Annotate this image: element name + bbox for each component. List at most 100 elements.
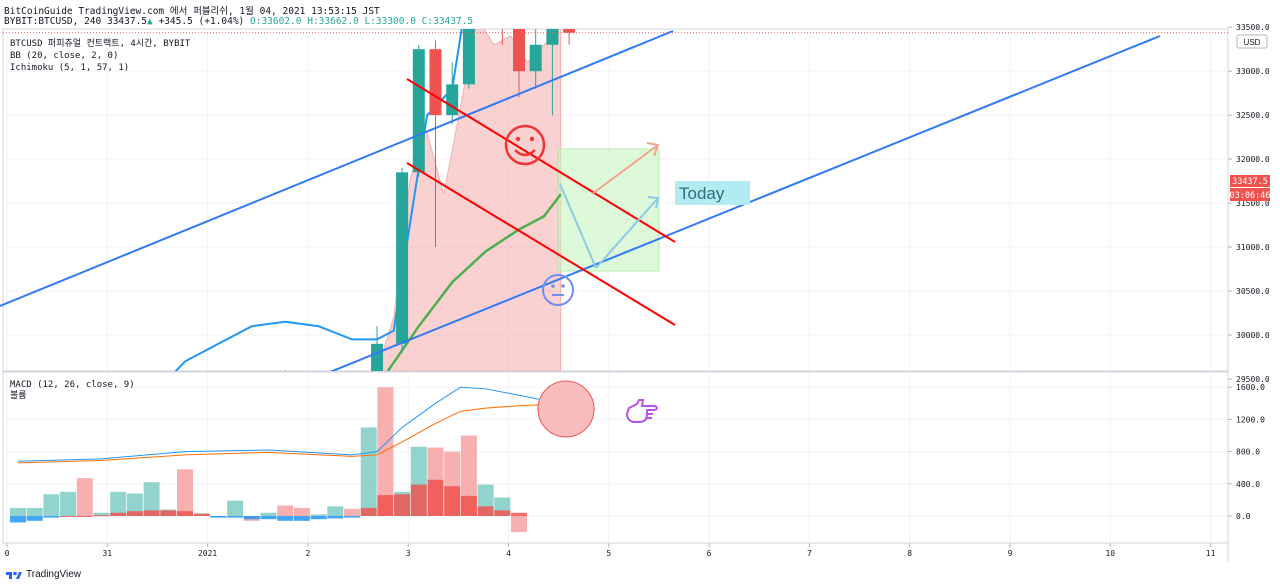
macd-overlay-bar (243, 516, 260, 520)
candle (329, 379, 341, 410)
macd-overlay-bar (360, 507, 377, 516)
macd-line (17, 386, 540, 462)
macd-overlay-bar (227, 516, 244, 518)
forecast-rect (557, 148, 660, 272)
y-tick-label: 33500.0 (1236, 23, 1270, 32)
tradingview-footer[interactable]: TradingView (6, 569, 81, 580)
candle (513, 29, 525, 98)
macd-overlay-bar (427, 479, 444, 516)
candle-body (371, 343, 384, 371)
projection-arrow-down (559, 183, 597, 269)
target-arrow-head (646, 142, 660, 157)
macd-overlay-bar (477, 506, 494, 516)
candle (529, 29, 542, 89)
currency-badge[interactable]: USD (1236, 34, 1268, 49)
red-channel-top (406, 78, 676, 243)
y-tick-label: 31000.0 (1236, 243, 1270, 252)
macd-histogram-bar (327, 506, 344, 516)
smiley-eye (515, 136, 521, 142)
candle (354, 375, 366, 401)
macd-y-tick-label: 400.0 (1236, 480, 1260, 489)
macd-histogram-bar (10, 507, 26, 516)
macd-histogram-bar (76, 478, 93, 516)
macd-overlay-bar (126, 511, 143, 516)
y-tick-label: 32500.0 (1236, 111, 1270, 120)
signal-line (17, 404, 540, 464)
candle-body (329, 383, 341, 401)
macd-histogram-bar (260, 512, 277, 516)
macd-overlay-bar (10, 516, 26, 523)
projection-arrow-head (647, 196, 660, 209)
projection-arrow-up (595, 197, 659, 269)
macd-histogram-bar (143, 482, 160, 516)
macd-overlay-bar (410, 484, 427, 516)
macd-histogram-bar (93, 512, 110, 516)
macd-y-tick-label: 1200.0 (1236, 415, 1265, 424)
macd-histogram-bar (377, 387, 394, 516)
legend-ichimoku: Ichimoku (5, 1, 57, 1) (10, 63, 129, 73)
candle-body (546, 29, 559, 45)
candle-body (246, 388, 258, 406)
macd-overlay-bar (26, 516, 43, 521)
macd-histogram-bar (227, 500, 244, 516)
macd-overlay-bar (193, 513, 210, 516)
macd-overlay-bar (260, 516, 277, 520)
x-tick-label: 6 (707, 549, 712, 558)
symbol-label: BYBIT:BTCUSD, 240 (4, 16, 102, 27)
macd-overlay-bar (344, 516, 360, 518)
candle-body (412, 49, 425, 173)
candle-body (429, 49, 442, 116)
publish-info: BitCoinGuide TradingView.com 에서 퍼블리쉬, 1월… (4, 6, 380, 17)
candle-body (162, 405, 174, 414)
neutral-eye (561, 284, 565, 288)
legend-bb: BB (20, close, 2, 0) (10, 51, 118, 61)
candle-body (396, 172, 409, 344)
ohlc-close: C:33437.5 (421, 16, 474, 27)
macd-histogram-bar (277, 505, 294, 516)
macd-histogram-bar (26, 507, 43, 516)
y-tick-label: 33000.0 (1236, 67, 1270, 76)
macd-overlay-bar (444, 486, 461, 516)
candle (263, 379, 275, 414)
y-tick-label: 31500.0 (1236, 199, 1270, 208)
candle-body (529, 44, 542, 72)
ohlc-open: O:33602.0 (250, 16, 302, 27)
candle-body (263, 397, 275, 406)
macd-histogram-bar (293, 507, 310, 516)
macd-highlight-circle (537, 380, 595, 438)
macd-overlay-bar (494, 510, 511, 516)
ichimoku-green-line (386, 193, 562, 371)
macd-pane-frame (2, 371, 1229, 544)
macd-overlay-bar (210, 516, 227, 518)
candle-body (462, 29, 475, 85)
x-tick-label: 2021 (198, 549, 217, 558)
x-tick-label: 3 (406, 549, 411, 558)
candle (396, 167, 409, 353)
y-tick-label: 29500.0 (1236, 375, 1270, 384)
macd-overlay-bar (76, 516, 93, 517)
candle-body (563, 29, 576, 33)
pointing-hand-icon (626, 399, 658, 423)
candle (284, 370, 286, 371)
macd-overlay-bar (511, 512, 527, 516)
svg-text:USD: USD (1244, 38, 1261, 47)
candle-body (513, 29, 525, 72)
macd-histogram-bar (110, 491, 127, 516)
macd-overlay-bar (394, 494, 411, 516)
price-chart[interactable]: BTCUSD 퍼피츄얼 컨트랙트, 4시간, BYBIT BB (20, clo… (0, 0, 1280, 566)
macd-overlay-bar (310, 516, 327, 520)
macd-overlay-bar (327, 516, 344, 519)
smiley-outline (504, 124, 546, 166)
macd-overlay-bar (277, 516, 294, 521)
macd-overlay-bar (143, 510, 160, 516)
candle (462, 29, 475, 89)
svg-text:33437.5: 33437.5 (1232, 177, 1268, 187)
macd-overlay-bar (93, 515, 110, 517)
macd-histogram-bar (344, 508, 360, 516)
y-tick-label: 30500.0 (1236, 287, 1270, 296)
forecast-box (557, 148, 660, 272)
x-tick-label: 9 (1008, 549, 1013, 558)
smiley-face-icon (504, 124, 546, 166)
macd-y-tick-label: 1600.0 (1236, 383, 1265, 392)
macd-histogram-bar (60, 491, 77, 516)
